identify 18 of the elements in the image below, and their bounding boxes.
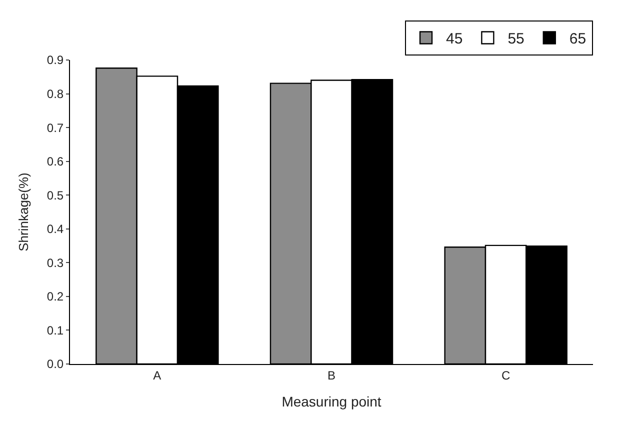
y-tick-label: 0.9 [46,53,64,68]
y-tick-label: 0.3 [46,256,64,270]
x-tick-label: B [327,368,336,382]
legend-label: 55 [508,30,524,48]
legend-label: 65 [569,30,586,48]
x-tick-label: A [153,368,162,382]
legend-label: 45 [446,30,463,48]
y-tick-label: 0.6 [46,154,64,169]
y-tick-label: 0.2 [46,290,64,304]
y-tick-label: 0.1 [46,323,64,338]
y-tick-label: 0.4 [46,222,64,236]
y-tick-label: 0.7 [46,120,64,135]
x-axis-title: Measuring point [282,394,382,410]
y-tick-label: 0.8 [46,86,64,101]
y-tick-label: 0.0 [46,357,64,372]
y-axis-title: Shrinkage(%) [16,172,31,252]
y-tick-label: 0.5 [46,188,64,202]
x-tick-label: C [501,368,510,382]
